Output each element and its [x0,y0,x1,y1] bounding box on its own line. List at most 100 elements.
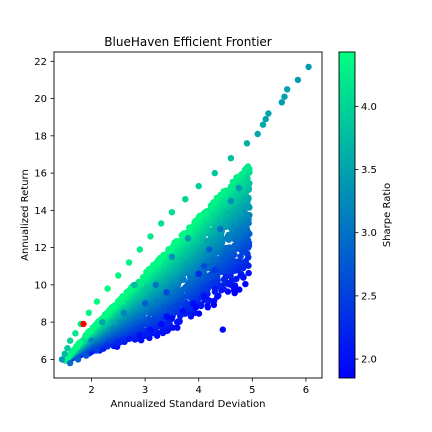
scatter-point [136,246,143,253]
scatter-point [192,217,199,224]
scatter-point [89,324,97,331]
scatter-point [66,359,74,367]
scatter-point [229,178,236,186]
x-axis-label: Annualized Standard Deviation [111,399,266,410]
scatter-point [171,239,178,246]
scatter-point [178,232,185,239]
scatter-point [99,318,106,326]
scatter-point [125,259,133,266]
colorbar [338,51,356,379]
scatter-point [225,231,232,238]
scatter-point [243,140,251,147]
scatter-point [217,225,224,233]
scatter-point [72,330,79,337]
plot-frame [53,51,323,379]
scatter-point [222,274,229,281]
chart-title: BlueHaven Efficient Frontier [104,35,272,49]
scatter-point [278,99,285,106]
x-tick-label: 3 [142,385,148,396]
scatter-point [242,165,250,172]
y-tick-label: 20 [34,94,47,105]
scatter-point [237,253,244,260]
scatter-point [64,345,71,352]
scatter-point [242,280,249,288]
scatter-point [119,293,126,300]
scatter-point [206,246,213,253]
y-tick-label: 10 [34,280,47,291]
x-tick-label: 4 [196,385,202,396]
scatter-point [61,350,68,357]
colorbar-tick-label: 2.5 [361,291,377,302]
scatter-point [182,196,189,203]
y-tick-label: 8 [41,318,47,329]
y-tick-label: 22 [34,57,47,68]
scatter-point [227,197,235,205]
scatter-point [233,174,240,181]
scatter-point [211,285,218,292]
scatter-point [207,270,215,278]
scatter-point [227,155,235,162]
plot-area [58,63,312,367]
scatter-point [74,356,82,363]
scatter-point [73,343,80,350]
scatter-point [158,220,165,227]
scatter-point [211,266,218,274]
scatter-point [231,242,238,249]
scatter-point [131,281,138,289]
x-axis-ticks: 2 3 4 5 6 [88,378,309,396]
scatter-point [200,263,208,270]
scatter-points [58,63,312,367]
scatter-point [108,304,116,311]
scatter-point [213,194,220,202]
scatter-point [115,339,122,346]
scatter-point [211,169,218,177]
scatter-point [168,209,176,216]
scatter-point [175,318,182,325]
scatter-point [136,332,143,339]
y-tick-label: 6 [41,355,47,366]
scatter-point [192,304,200,311]
scatter-point [115,298,122,305]
scatter-point [184,235,192,242]
scatter-point [179,307,186,315]
scatter-point [195,270,202,277]
scatter-point [245,269,252,277]
colorbar-ticks: 2.0 2.5 3.0 3.5 4.0 [355,102,377,366]
scatter-point [85,309,93,316]
colorbar-label: Sharpe Ratio [382,183,393,247]
scatter-point [66,337,74,344]
scatter-point [93,346,101,354]
scatter-point [294,76,302,84]
scatter-point [150,261,157,269]
scatter-point [196,212,203,220]
colorbar-tick-label: 2.0 [361,355,377,366]
scatter-point [93,298,101,305]
scatter-point [88,337,95,344]
scatter-point [143,268,150,276]
colorbar-tick-label: 4.0 [361,102,377,113]
colorbar-tick-label: 3.0 [361,228,377,239]
scatter-point [204,302,211,310]
scatter-point [174,324,181,331]
y-axis-ticks: 6 8 10 12 14 16 18 20 22 [34,57,54,366]
scatter-point [157,254,164,262]
scatter-point [104,285,111,292]
scatter-point [58,356,66,363]
scatter-point [281,93,288,100]
scatter-point [163,313,170,320]
scatter-point [85,328,92,335]
scatter-point [200,292,208,300]
scatter-point [101,311,109,319]
scatter-point [163,289,170,296]
scatter-point [195,182,202,190]
scatter-point [165,246,172,253]
x-tick-label: 5 [249,385,255,396]
scatter-point [141,300,149,307]
scatter-point [83,352,90,359]
y-tick-label: 16 [34,169,47,180]
scatter-point [120,309,127,316]
scatter-point [139,274,147,281]
scatter-point [235,184,243,192]
scatter-point [158,320,165,328]
